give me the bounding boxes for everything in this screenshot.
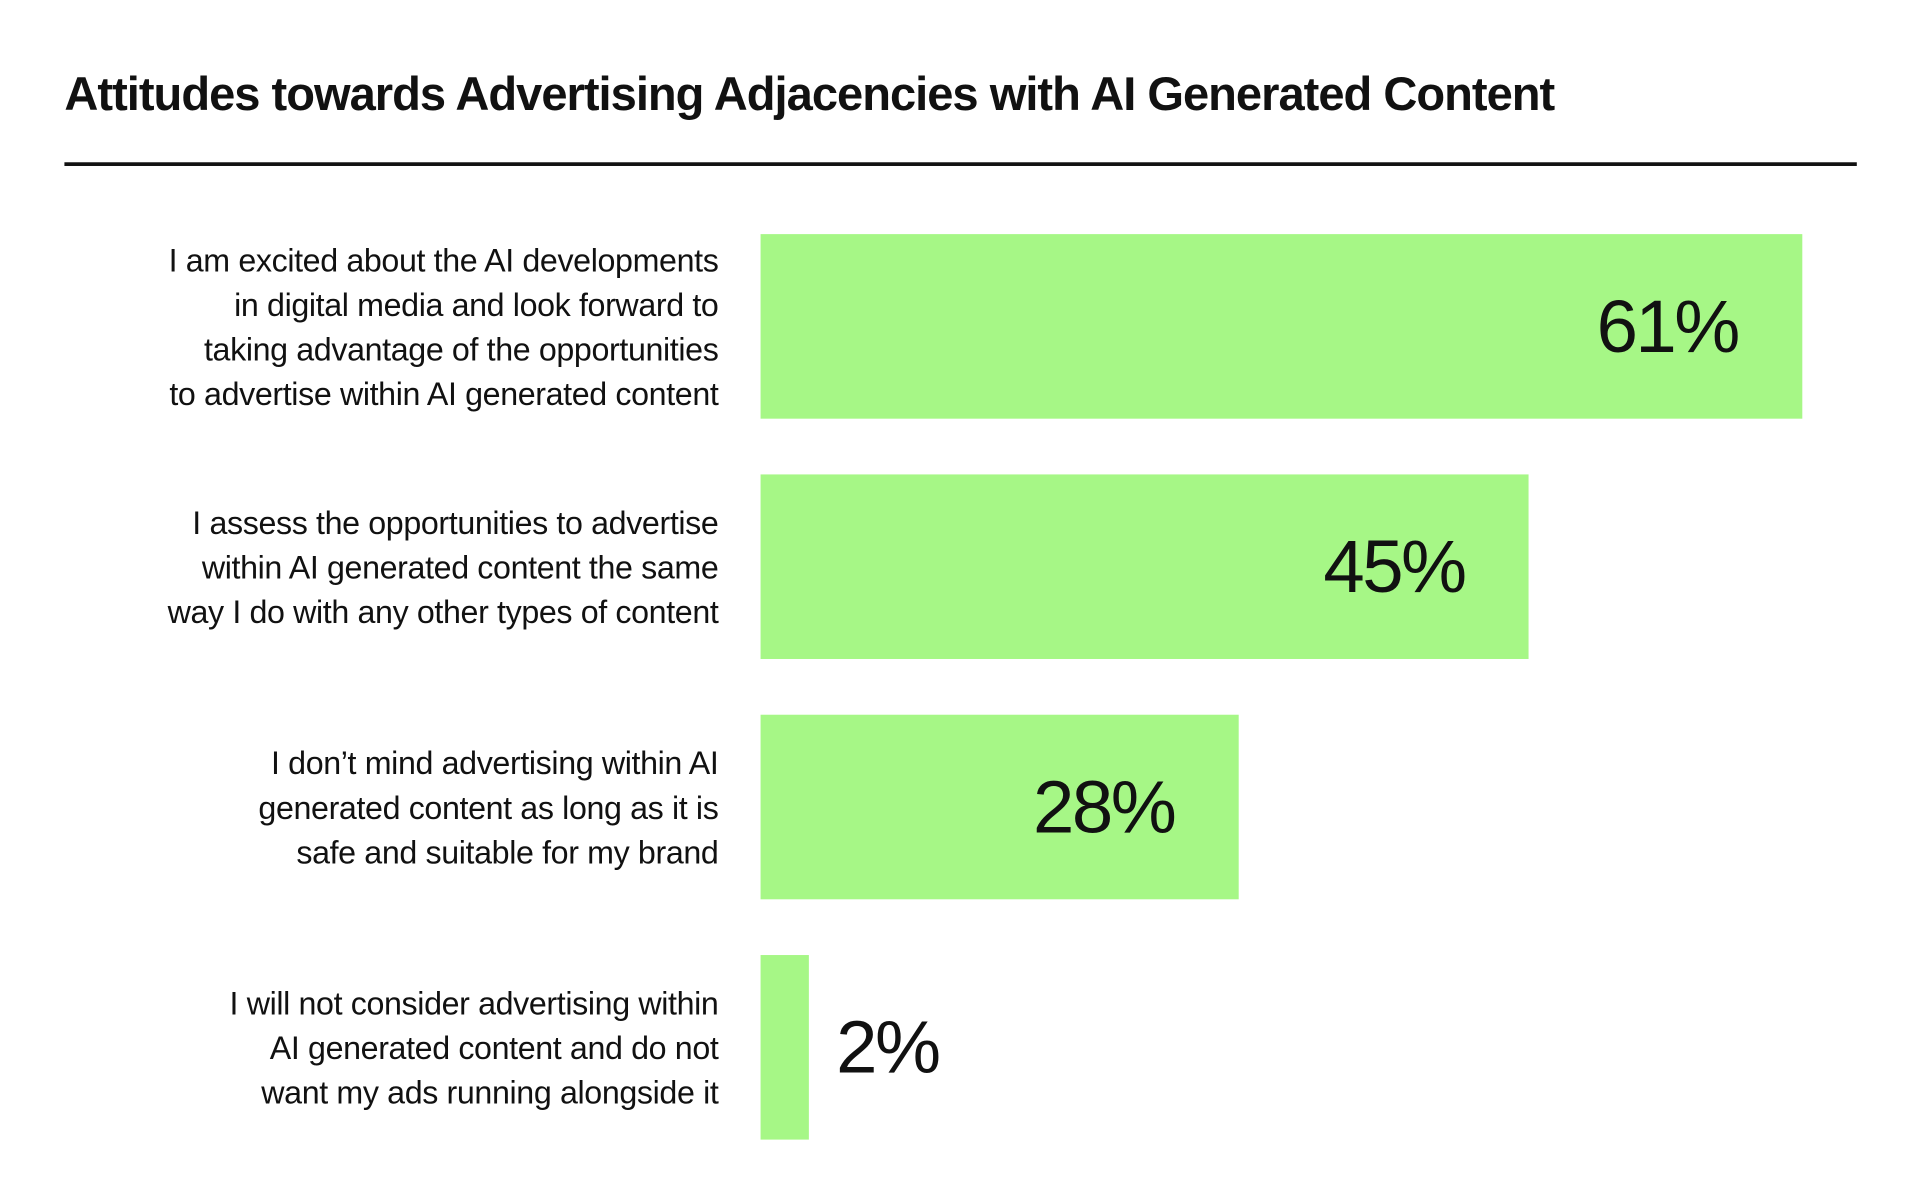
data-label: 61% xyxy=(1596,284,1741,368)
category-label-line: way I do with any other types of content xyxy=(167,592,719,630)
category-label-line: want my ads running alongside it xyxy=(261,1073,719,1111)
category-label-line: AI generated content and do not xyxy=(269,1028,719,1066)
category-label-line: generated content as long as it is xyxy=(258,788,719,826)
category-label-line: taking advantage of the opportunities xyxy=(203,330,719,368)
bar xyxy=(760,955,809,1140)
category-label-line: I don’t mind advertising within AI xyxy=(271,743,719,782)
category-label-line: in digital media and look forward to xyxy=(234,285,719,323)
category-label-line: to advertise within AI generated content xyxy=(169,374,719,412)
category-label-line: I am excited about the AI developments xyxy=(168,240,719,279)
category-label: I am excited about the AI developments in… xyxy=(25,234,719,419)
bar xyxy=(760,714,1239,900)
category-label: I assess the opportunities to advertise w… xyxy=(25,474,719,659)
data-label: 2% xyxy=(836,1005,941,1089)
bar xyxy=(760,234,1803,419)
data-label: 45% xyxy=(1323,525,1467,609)
bar xyxy=(760,474,1530,659)
category-label-line: I assess the opportunities to advertise xyxy=(192,503,719,541)
category-label: I don’t mind advertising within AI genera… xyxy=(25,715,719,900)
data-label: 28% xyxy=(1033,765,1177,849)
title-divider xyxy=(64,162,1857,166)
category-label: I will not consider advertising within AI… xyxy=(25,955,719,1140)
category-label-line: within AI generated content the same xyxy=(201,548,719,586)
category-label-line: safe and suitable for my brand xyxy=(296,833,719,871)
category-label-line: I will not consider advertising within xyxy=(229,984,719,1022)
chart-title: Attitudes towards Advertising Adjacencie… xyxy=(64,69,1555,122)
